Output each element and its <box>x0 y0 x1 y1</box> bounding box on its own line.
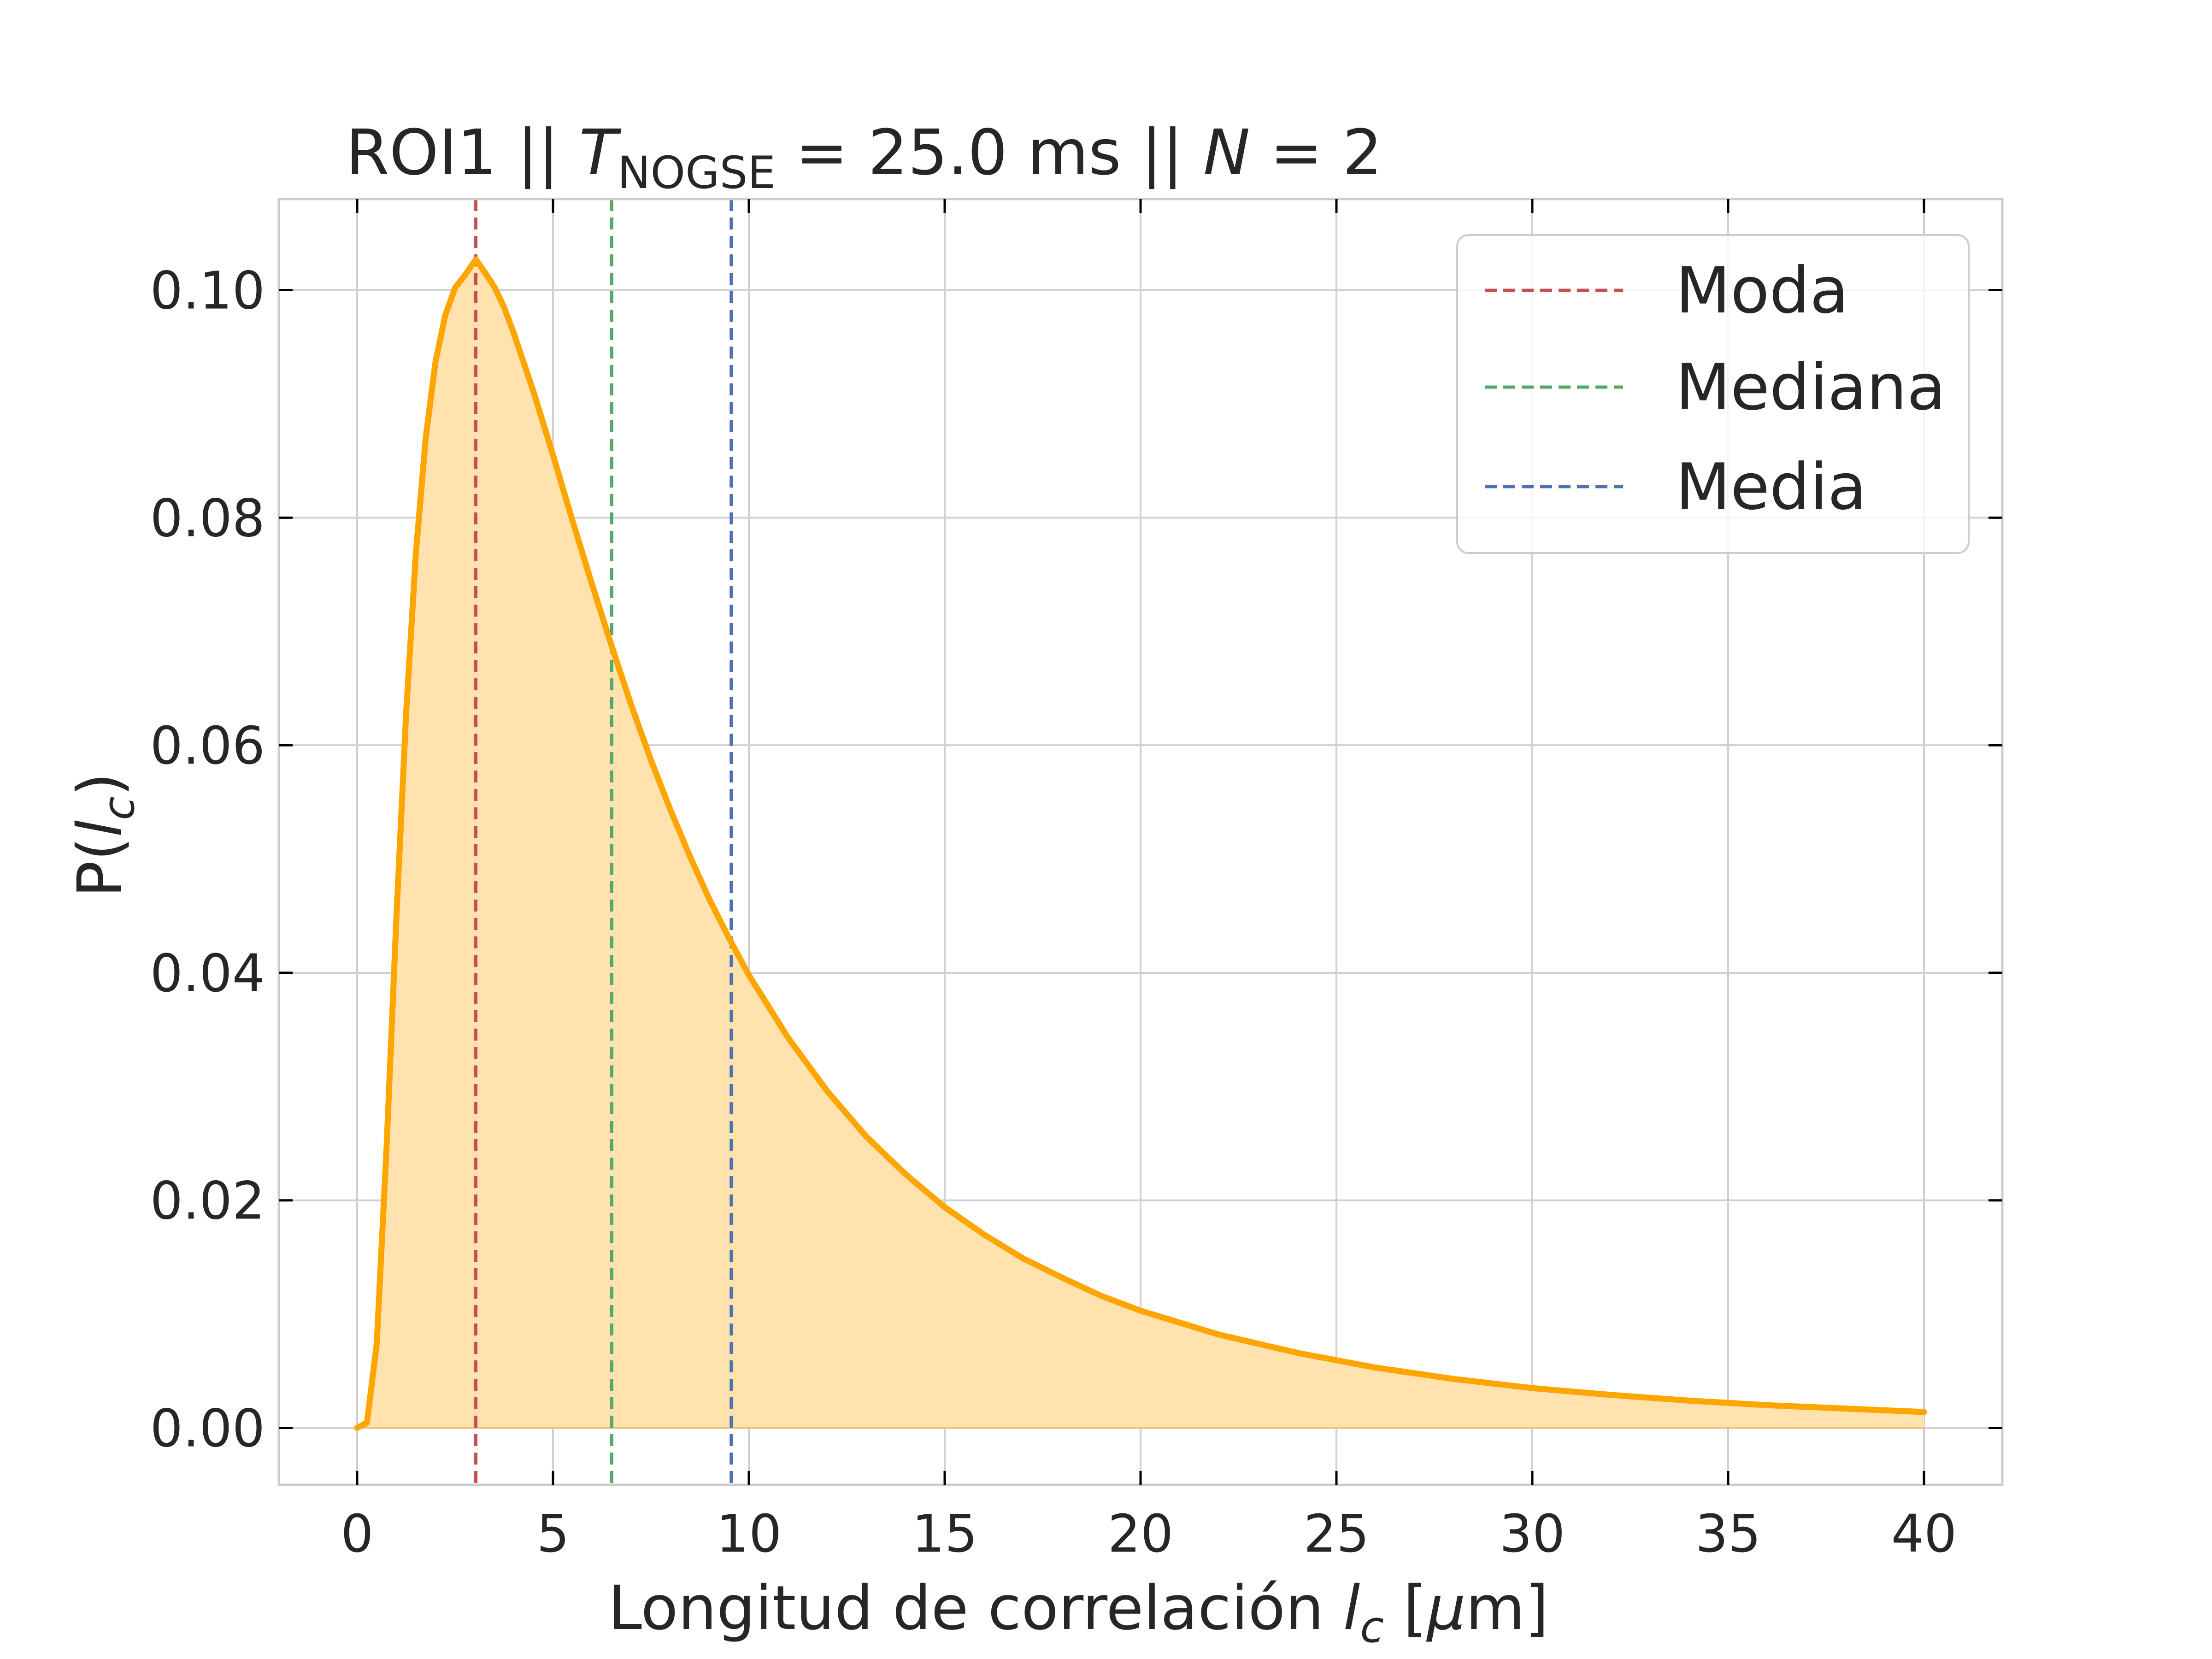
x-axis-label: Longitud de correlación lc [μm] <box>608 1573 1548 1653</box>
y-tick-label: 0.00 <box>150 1399 265 1459</box>
x-tick-label: 40 <box>1891 1504 1957 1564</box>
legend-box <box>1456 234 1970 554</box>
title-t-subscript: NOGSE <box>618 147 776 199</box>
y-axis-label-var: l <box>65 820 135 837</box>
x-tick-label: 15 <box>912 1504 978 1564</box>
legend-label-mediana: Mediana <box>1676 350 1946 424</box>
title-n-symbol: N <box>1203 117 1250 189</box>
distribution-curve <box>354 256 1927 1431</box>
distribution-curve-group <box>354 256 1927 1431</box>
x-tick-labels: 0 5 10 15 20 25 30 35 40 <box>341 1504 1957 1564</box>
y-axis-label-sub: c <box>94 796 144 820</box>
tick-marks <box>279 199 2002 1485</box>
x-tick-label: 30 <box>1500 1504 1565 1564</box>
title-t-symbol: T <box>579 117 622 189</box>
y-tick-label: 0.10 <box>150 261 265 321</box>
chart-legend: Moda Mediana Media <box>1456 234 1970 554</box>
legend-label-moda: Moda <box>1676 253 1849 328</box>
title-middle: = 25.0 ms || <box>776 117 1203 189</box>
x-tick-label: 35 <box>1695 1504 1761 1564</box>
y-axis-label: P(lc) <box>65 773 144 898</box>
distribution-area <box>357 259 1924 1429</box>
y-tick-label: 0.08 <box>150 488 265 548</box>
y-tick-labels: 0.00 0.02 0.04 0.06 0.08 0.10 <box>150 261 265 1459</box>
x-axis-label-text: Longitud de correlación <box>608 1573 1343 1644</box>
distribution-fill <box>357 259 1924 1428</box>
title-suffix: = 2 <box>1250 117 1382 189</box>
y-axis-label-suffix: ) <box>65 773 135 797</box>
x-tick-label: 20 <box>1108 1504 1174 1564</box>
x-axis-label-var: l <box>1343 1573 1360 1644</box>
chart-title: ROI1 || TNOGSE = 25.0 ms || N = 2 <box>346 117 1382 199</box>
y-tick-label: 0.02 <box>150 1171 265 1231</box>
title-prefix: ROI1 || <box>346 117 579 189</box>
x-axis-label-unit-mu: μ <box>1426 1573 1466 1644</box>
x-tick-label: 10 <box>716 1504 782 1564</box>
x-axis-label-unit-open: [ <box>1384 1573 1427 1644</box>
x-axis-label-sub: c <box>1360 1602 1384 1653</box>
y-tick-label: 0.06 <box>150 716 265 776</box>
x-axis-label-unit-rest: m] <box>1466 1573 1549 1644</box>
legend-label-media: Media <box>1676 450 1866 524</box>
y-axis-label-prefix: P( <box>65 837 135 897</box>
x-tick-label: 0 <box>341 1504 373 1564</box>
y-tick-label: 0.04 <box>150 944 265 1004</box>
x-tick-label: 25 <box>1304 1504 1370 1564</box>
statistic-lines <box>474 199 733 1485</box>
x-tick-label: 5 <box>536 1504 569 1564</box>
